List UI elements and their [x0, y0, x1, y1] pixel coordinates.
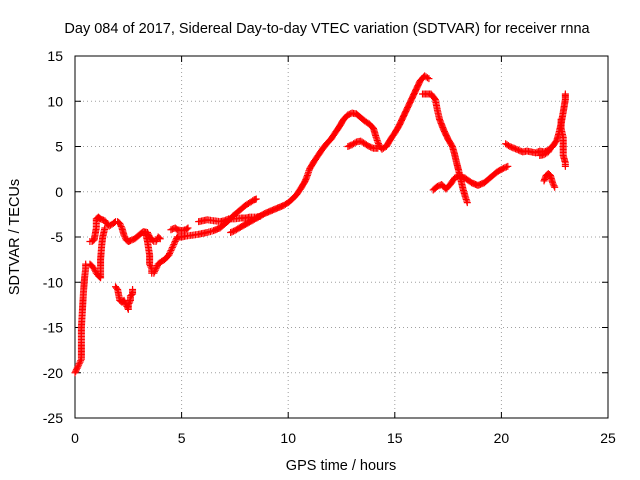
data-point: [120, 231, 128, 239]
data-point: [165, 251, 173, 259]
data-point: [77, 357, 85, 365]
y-axis-label: SDTVAR / TECUs: [7, 179, 23, 295]
data-point: [502, 163, 510, 171]
data-point: [73, 364, 81, 372]
data-point: [184, 224, 192, 232]
data-point: [252, 195, 260, 203]
data-point: [550, 182, 558, 190]
data-point: [75, 360, 83, 368]
data-point: [561, 90, 569, 98]
data-point: [551, 183, 559, 191]
x-axis-label: GPS time / hours: [286, 458, 396, 474]
y-tick-label: 15: [47, 48, 63, 64]
x-tick-label: 10: [280, 430, 296, 446]
data-point: [374, 138, 382, 146]
data-point: [146, 262, 154, 270]
data-point: [168, 245, 176, 253]
data-point: [153, 263, 161, 271]
y-tick-label: -15: [43, 320, 63, 336]
data-point: [116, 219, 124, 227]
data-point: [101, 224, 109, 232]
data-point: [151, 268, 159, 276]
data-point: [117, 222, 125, 230]
x-tick-label: 15: [387, 430, 403, 446]
data-point: [156, 235, 164, 243]
x-tick-labels: 0 5 10 15 20 25: [71, 430, 616, 446]
y-tick-labels: -25 -20 -15 -10 -5 0 5 10 15: [43, 48, 63, 426]
x-tick-label: 5: [178, 430, 186, 446]
y-tick-label: -25: [43, 410, 63, 426]
data-point: [121, 233, 129, 241]
data-point: [549, 143, 557, 150]
data-point: [74, 363, 82, 371]
data-point: [374, 139, 382, 147]
data-point: [167, 247, 175, 255]
data-point: [129, 285, 137, 293]
x-tick-label: 25: [600, 430, 616, 446]
data-point: [223, 216, 231, 224]
data-point: [171, 238, 179, 246]
data-point: [150, 269, 158, 277]
data-point: [71, 369, 79, 377]
data-points: [71, 72, 569, 377]
data-point: [170, 241, 178, 249]
data-point: [374, 144, 382, 152]
data-point: [76, 358, 84, 366]
x-tick-label: 0: [71, 430, 79, 446]
data-point: [169, 242, 177, 250]
data-point: [125, 299, 133, 307]
data-point: [548, 143, 556, 151]
data-point: [463, 199, 471, 207]
data-point: [549, 179, 557, 187]
data-point: [155, 234, 163, 242]
data-point: [166, 250, 174, 258]
data-point: [116, 221, 124, 229]
data-point: [504, 162, 512, 170]
data-point: [151, 266, 159, 274]
data-point: [425, 75, 433, 83]
data-point: [75, 361, 83, 369]
data-point: [126, 298, 134, 306]
data-point: [183, 225, 191, 233]
data-point: [168, 244, 176, 252]
x-tick-label: 20: [494, 430, 510, 446]
data-point: [152, 265, 160, 273]
data-point: [146, 260, 154, 268]
data-point: [72, 367, 80, 375]
data-point: [549, 180, 557, 188]
y-tick-label: 5: [55, 139, 63, 155]
data-point: [90, 265, 98, 273]
y-tick-label: 10: [47, 93, 63, 109]
y-tick-label: 0: [55, 184, 63, 200]
data-point: [166, 248, 174, 256]
grid-lines: [75, 56, 608, 418]
data-point: [152, 238, 160, 246]
chart-title: Day 084 of 2017, Sidereal Day-to-day VTE…: [64, 21, 590, 37]
y-tick-label: -5: [51, 229, 64, 245]
data-point: [124, 301, 132, 309]
y-tick-label: -10: [43, 274, 63, 290]
y-tick-label: -20: [43, 365, 63, 381]
data-point: [423, 74, 431, 82]
data-point: [561, 162, 569, 170]
data-point: [120, 296, 128, 304]
data-point: [170, 239, 178, 247]
data-point: [72, 366, 80, 374]
